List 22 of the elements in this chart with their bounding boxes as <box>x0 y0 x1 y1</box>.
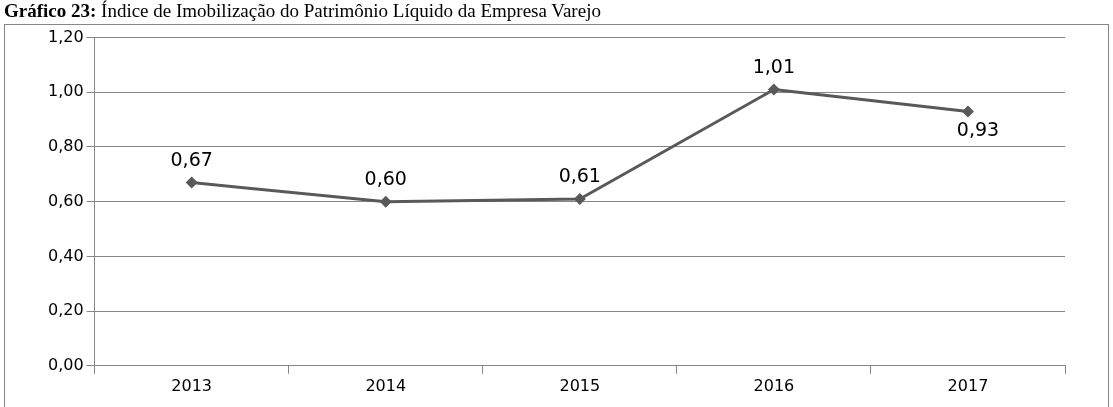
point <box>379 195 392 208</box>
y-tick-label: 1,00 <box>48 81 84 101</box>
y-tick-label: 1,20 <box>48 26 84 46</box>
y-tick-label: 0,60 <box>48 190 84 210</box>
x-tick-label: 2013 <box>171 375 213 395</box>
point <box>961 105 974 118</box>
data-label: 0,60 <box>364 167 407 190</box>
y-tick-label: 0,20 <box>48 300 84 320</box>
data-label: 1,01 <box>752 55 796 77</box>
x-tick-label: 2015 <box>559 375 601 395</box>
data-label: 0,93 <box>956 117 1000 140</box>
data-label: 0,67 <box>170 147 213 170</box>
point <box>185 176 198 189</box>
x-tick-label: 2014 <box>365 375 407 395</box>
x-tick-label: 2017 <box>947 375 989 395</box>
data-label: 0,61 <box>558 164 601 187</box>
y-tick-label: 0,40 <box>48 245 84 265</box>
y-tick-label: 0,00 <box>48 354 84 374</box>
point <box>767 83 780 96</box>
x-tick-label: 2016 <box>753 375 795 395</box>
y-tick-label: 0,80 <box>48 136 84 156</box>
chart-title: Gráfico 23: Índice de Imobilização do Patrimônio Líquido da Empresa Varejo <box>4 0 601 22</box>
